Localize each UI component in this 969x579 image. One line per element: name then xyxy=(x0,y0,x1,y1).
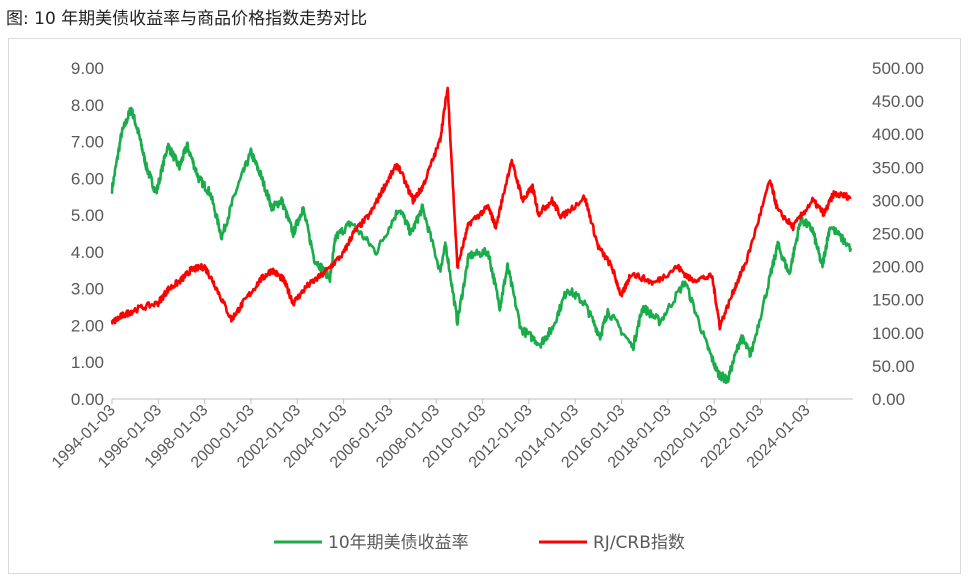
right-tick-label: 150.00 xyxy=(872,291,924,310)
right-tick-label: 200.00 xyxy=(872,258,924,277)
right-axis-ticks: 500.00 450.00 400.00 350.00 300.00 250.00 200.… xyxy=(872,59,924,409)
right-tick-label: 300.00 xyxy=(872,191,924,210)
chart-frame xyxy=(8,38,961,574)
rj-crb-index-line xyxy=(110,86,852,331)
legend-label: RJ/CRB指数 xyxy=(593,533,685,553)
series-lines xyxy=(110,86,853,385)
right-tick-label: 450.00 xyxy=(872,92,924,111)
right-tick-label: 250.00 xyxy=(872,225,924,244)
left-tick-label: 6.00 xyxy=(71,169,104,188)
left-tick-label: 8.00 xyxy=(71,96,104,115)
right-tick-label: 50.00 xyxy=(872,357,915,376)
left-tick-label: 5.00 xyxy=(71,206,104,225)
right-tick-label: 500.00 xyxy=(872,59,924,78)
figure-caption: 图: 10 年期美债收益率与商品价格指数走势对比 xyxy=(6,9,368,29)
left-tick-label: 3.00 xyxy=(71,280,104,299)
right-tick-label: 400.00 xyxy=(872,125,924,144)
treasury-yield-line xyxy=(110,106,853,385)
left-tick-label: 0.00 xyxy=(71,390,104,409)
left-tick-label: 7.00 xyxy=(71,133,104,152)
left-tick-label: 2.00 xyxy=(71,316,104,335)
right-tick-label: 350.00 xyxy=(872,158,924,177)
left-tick-label: 9.00 xyxy=(71,59,104,78)
left-tick-label: 1.00 xyxy=(71,353,104,372)
legend-label: 10年期美债收益率 xyxy=(328,533,469,553)
right-tick-label: 0.00 xyxy=(872,390,905,409)
x-axis-ticks: 1994-01-031996-01-031998-01-032000-01-03… xyxy=(49,399,814,472)
left-tick-label: 4.00 xyxy=(71,243,104,262)
left-axis-ticks: 9.00 8.00 7.00 6.00 5.00 4.00 3.00 2.00 1.00 0.00 xyxy=(71,59,104,409)
legend: 10年期美债收益率 RJ/CRB指数 xyxy=(274,533,685,553)
right-tick-label: 100.00 xyxy=(872,324,924,343)
